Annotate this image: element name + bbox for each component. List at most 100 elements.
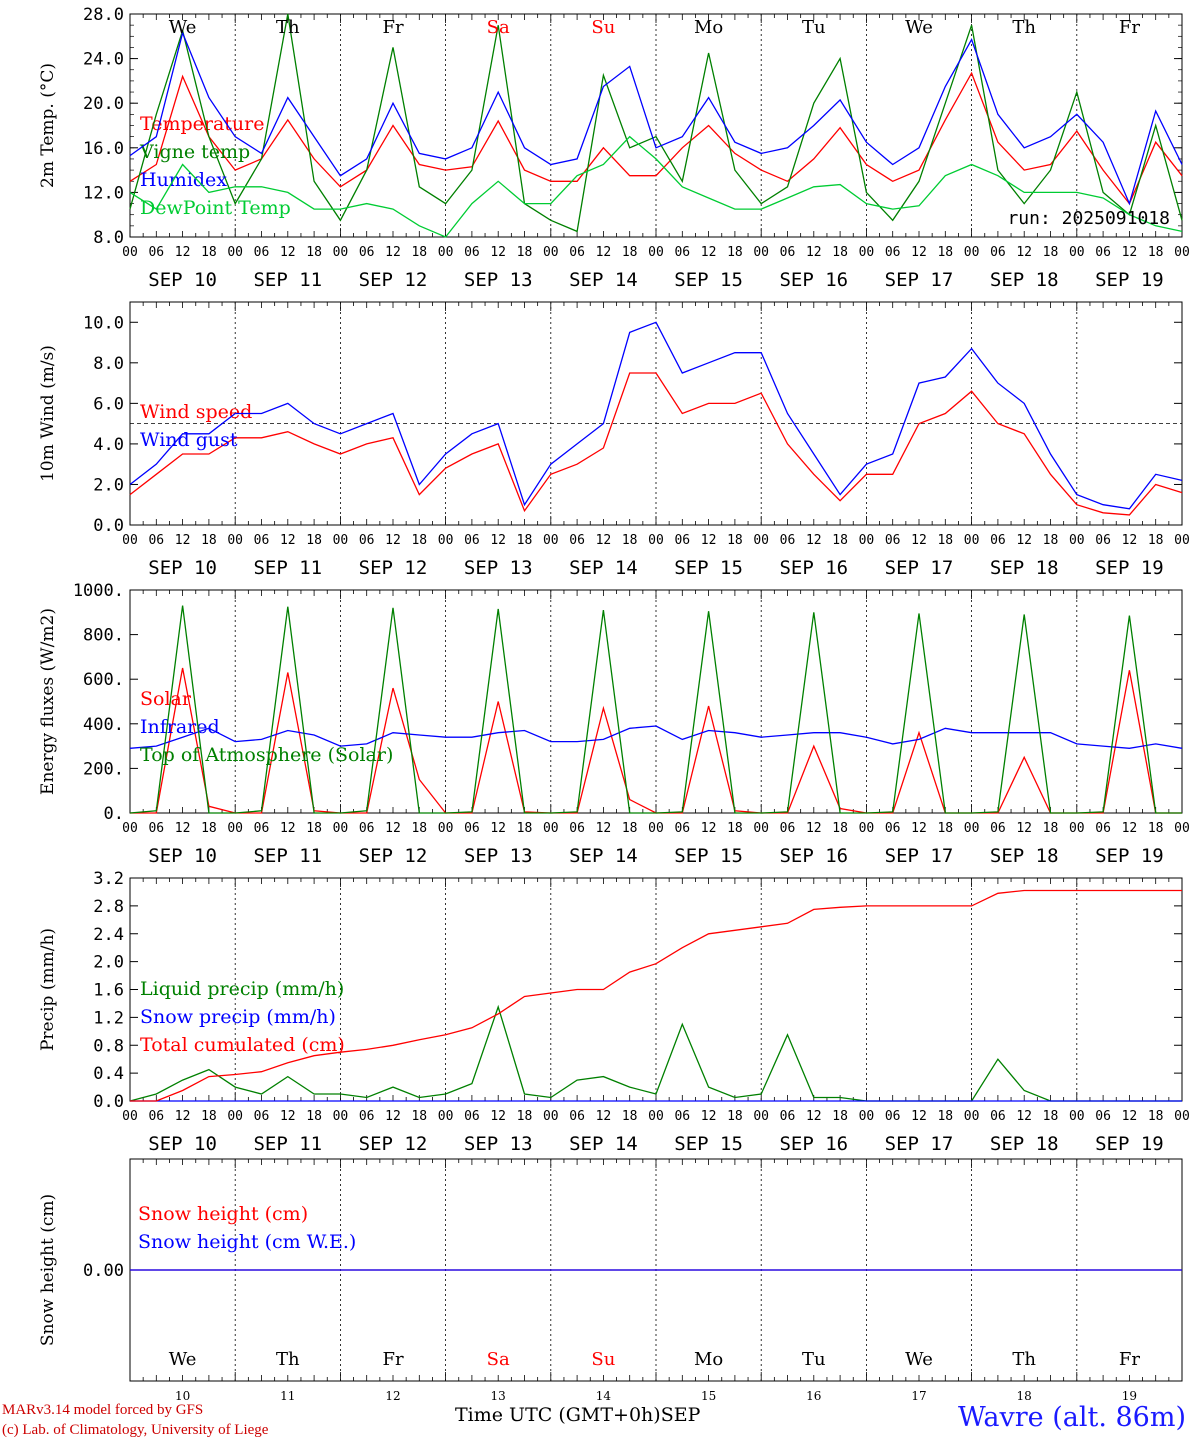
x-hour-label: 06 (359, 821, 375, 836)
x-hour-label: 12 (1122, 821, 1138, 836)
x-hour-label: 18 (937, 821, 953, 836)
x-date-label: SEP 14 (569, 269, 638, 291)
x-hour-label: 00 (1069, 533, 1085, 548)
panel-3: Energy fluxes (W/m2) 0. 200. 400. 600. 800. 10… (38, 581, 1190, 867)
weekday-label: Su (591, 17, 615, 38)
x-hour-label: 06 (1095, 1109, 1111, 1124)
x-hour-label: 18 (306, 245, 322, 260)
x-hour-label: 06 (674, 821, 690, 836)
x-hour-label: 06 (254, 533, 270, 548)
series-line (129, 321, 1183, 510)
y-tick-label: 0. (104, 804, 124, 824)
x-hour-label: 00 (648, 1109, 664, 1124)
x-date-label: SEP 12 (359, 557, 428, 579)
x-hour-label: 00 (753, 245, 769, 260)
weekday-label: Th (1012, 17, 1036, 38)
x-hour-label: 06 (885, 821, 901, 836)
x-hour-label: 00 (333, 821, 349, 836)
x-hour-label: 18 (201, 821, 217, 836)
weekday-label: Mo (694, 17, 723, 38)
y-tick-label: 600. (83, 670, 124, 690)
x-hour-label: 00 (859, 533, 875, 548)
y-tick-label: 2.4 (93, 925, 124, 945)
x-date-label: SEP 15 (674, 845, 743, 867)
legend-entry: Infrared (140, 716, 220, 738)
y-tick-label: 6.0 (93, 394, 124, 414)
x-hour-label: 00 (1069, 1109, 1085, 1124)
y-tick-label: 0.8 (93, 1036, 124, 1056)
series-line (129, 30, 1183, 206)
x-hour-label: 12 (911, 245, 927, 260)
y-tick-label: 0.0 (93, 516, 124, 536)
x-hour-label: 12 (385, 1109, 401, 1124)
panel-4: Precip (mm/h) 0.0 0.4 0.8 1.2 1.6 2.0 2.4 2.8 3.2… (38, 869, 1190, 1155)
x-date-label: SEP 10 (148, 845, 217, 867)
x-hour-label: 06 (1095, 245, 1111, 260)
x-hour-label: 12 (490, 821, 506, 836)
x-date-label: SEP 12 (359, 845, 428, 867)
x-hour-label: 06 (990, 533, 1006, 548)
x-hour-label: 18 (517, 1109, 533, 1124)
x-hour-label: 18 (306, 533, 322, 548)
x-hour-label: 06 (464, 245, 480, 260)
x-hour-label: 06 (254, 245, 270, 260)
x-hour-label: 12 (385, 821, 401, 836)
x-date-label: SEP 13 (464, 269, 533, 291)
x-hour-label: 12 (490, 533, 506, 548)
weekday-label: We (905, 1349, 933, 1370)
x-date-label: SEP 15 (674, 1133, 743, 1155)
y-axis-label: Snow height (cm) (38, 1194, 58, 1346)
legend-entry: Solar (140, 688, 192, 710)
x-date-label: SEP 18 (990, 1133, 1059, 1155)
x-hour-label: 12 (911, 821, 927, 836)
x-hour-label: 18 (727, 1109, 743, 1124)
x-hour-label: 06 (148, 533, 164, 548)
x-hour-label: 12 (280, 533, 296, 548)
weekday-label: Tu (802, 1349, 826, 1370)
day-number-label: 17 (911, 1389, 926, 1403)
x-hour-label: 00 (227, 821, 243, 836)
x-date-label: SEP 12 (359, 1133, 428, 1155)
legend-entry: Vigne temp (139, 141, 250, 163)
x-date-label: SEP 19 (1095, 845, 1164, 867)
x-hour-label: 00 (1174, 245, 1190, 260)
x-hour-label: 12 (1016, 533, 1032, 548)
x-hour-label: 18 (622, 533, 638, 548)
panel-5: Snow height (cm) 0.00 Snow height (cm) Snow… (38, 1158, 1183, 1403)
x-date-label: SEP 19 (1095, 557, 1164, 579)
panel-1: 2m Temp. (°C) 8.0 12.0 16.0 20.0 24.0 28.0 Temp… (38, 5, 1190, 291)
legend-entry: Wind gust (140, 429, 238, 451)
x-hour-label: 00 (1069, 245, 1085, 260)
x-date-label: SEP 11 (253, 557, 322, 579)
legend-entry: Snow precip (mm/h) (140, 1006, 336, 1028)
x-date-label: SEP 17 (885, 557, 954, 579)
weekday-label: Th (1012, 1349, 1036, 1370)
y-tick-label: 4.0 (93, 435, 124, 455)
time-axis-label: Time UTC (GMT+0h)SEP (455, 1404, 700, 1426)
x-hour-label: 12 (175, 1109, 191, 1124)
lab-credit: (c) Lab. of Climatology, University of L… (2, 1422, 269, 1438)
x-hour-label: 18 (832, 1109, 848, 1124)
x-hour-label: 12 (385, 245, 401, 260)
x-hour-label: 18 (201, 245, 217, 260)
x-hour-label: 12 (911, 533, 927, 548)
x-hour-label: 12 (1122, 1109, 1138, 1124)
x-hour-label: 06 (569, 821, 585, 836)
x-hour-label: 12 (385, 533, 401, 548)
x-hour-label: 12 (280, 245, 296, 260)
x-date-label: SEP 19 (1095, 1133, 1164, 1155)
x-hour-label: 18 (1148, 533, 1164, 548)
x-date-label: SEP 11 (253, 1133, 322, 1155)
x-date-label: SEP 13 (464, 1133, 533, 1155)
x-date-label: SEP 10 (148, 269, 217, 291)
y-tick-label: 0.00 (83, 1261, 124, 1281)
x-hour-label: 18 (937, 245, 953, 260)
weekday-label: Fr (1119, 1349, 1140, 1370)
x-hour-label: 00 (1069, 821, 1085, 836)
x-hour-label: 00 (964, 1109, 980, 1124)
day-number-label: 18 (1017, 1389, 1032, 1403)
series-line (129, 1004, 1182, 1102)
y-tick-label: 28.0 (83, 5, 124, 25)
weekday-label: Sa (487, 17, 510, 38)
